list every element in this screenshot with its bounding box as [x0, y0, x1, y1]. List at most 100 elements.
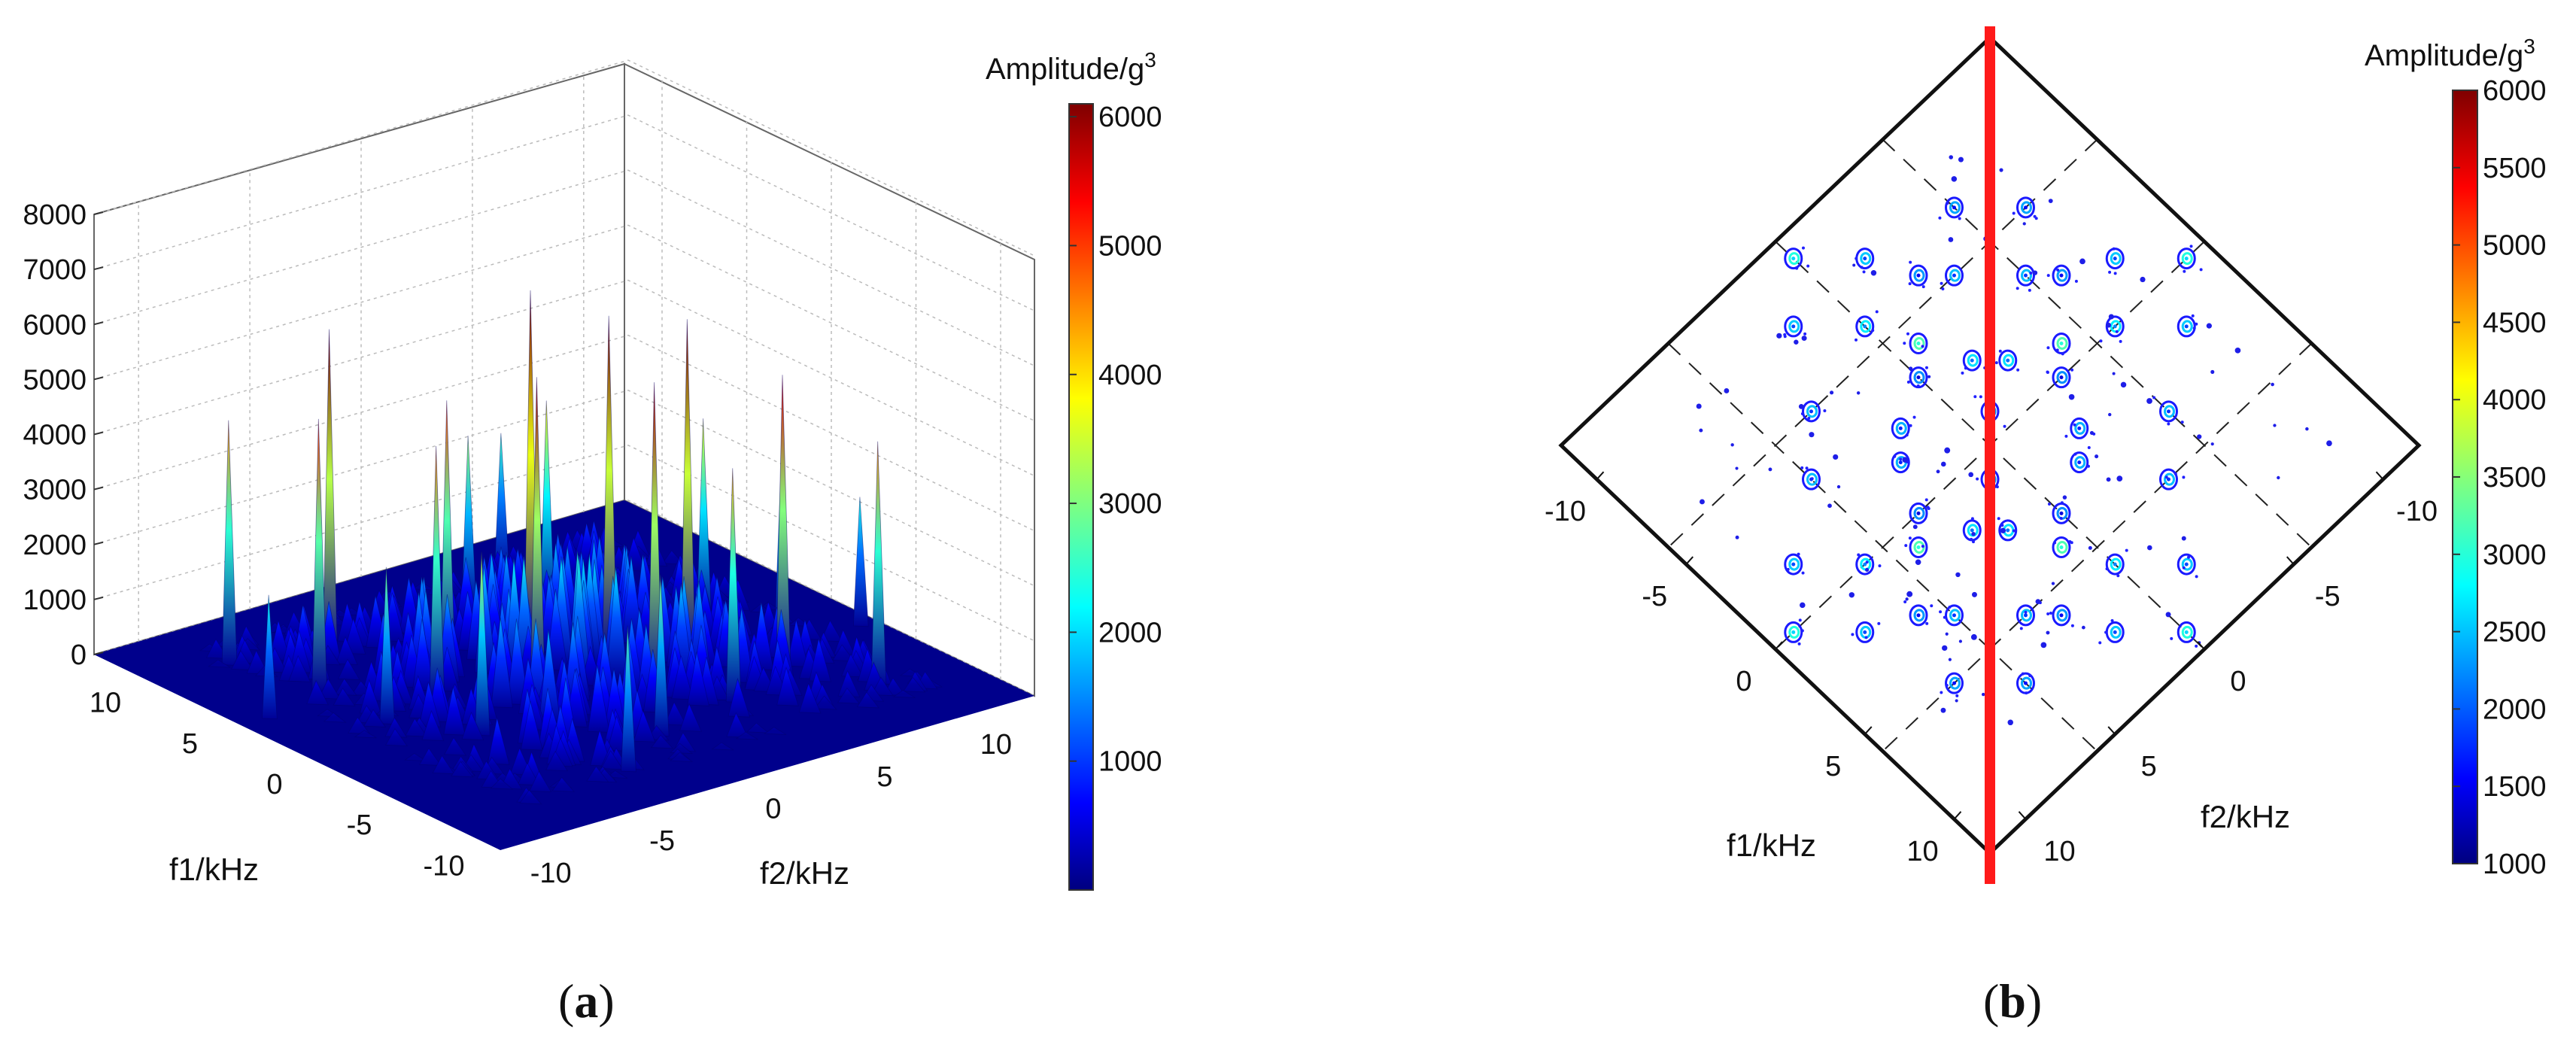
contour-blob — [1997, 517, 2018, 542]
noise-spike — [384, 727, 409, 747]
noise-spike — [451, 761, 474, 778]
contour-speck — [2081, 625, 2085, 630]
z-tick-mark — [93, 211, 104, 215]
contour-blob — [2046, 264, 2078, 287]
f1-tick-label-b: 10 — [1906, 836, 1938, 867]
noise-spike — [837, 688, 861, 704]
noise-spike — [443, 737, 467, 756]
f2-tick-mark-b — [2197, 641, 2205, 650]
noise-spike — [588, 665, 610, 733]
z-tick-label: 2000 — [23, 530, 87, 561]
contour-speck — [1735, 535, 1739, 539]
contour-blob — [1784, 246, 1810, 270]
noise-spike — [809, 638, 832, 682]
f1-tick-label-b: -10 — [1545, 496, 1586, 527]
contour-blob — [2098, 619, 2125, 645]
contour-speck — [1971, 532, 1976, 536]
contour-speck — [1970, 633, 1977, 640]
contour-speck — [2116, 475, 2123, 481]
contour-speck — [2305, 427, 2309, 431]
contour-blob — [2152, 396, 2184, 426]
noise-spike — [814, 695, 837, 710]
contour-blob — [1891, 415, 1916, 439]
z-tick-label: 5000 — [23, 364, 87, 396]
colorbar-b: Amplitude/g3 1000 1500 2000 2500 3000 3500 400… — [2365, 35, 2547, 880]
contour-blob — [2177, 553, 2198, 579]
caption-b-letter: b — [1999, 974, 2026, 1028]
contour-speck — [2007, 719, 2013, 726]
noise-spike — [521, 700, 543, 751]
z-gridline — [93, 59, 1035, 257]
contour-blob — [1784, 552, 1805, 576]
noise-spike — [288, 655, 311, 682]
colorbar-a-tick-label: 4000 — [1098, 360, 1162, 391]
noise-spike — [519, 789, 542, 805]
peak-spike — [852, 497, 869, 627]
noise-spike — [461, 712, 485, 741]
f2-tick-mark-b — [2375, 471, 2384, 480]
z-tick-mark — [93, 596, 104, 600]
f2-axis-label: f2/kHz — [760, 855, 849, 891]
contour-blob — [2064, 417, 2096, 439]
contour-speck — [1776, 333, 1782, 339]
surface-peaks — [199, 290, 943, 805]
z-gridline — [93, 169, 1035, 366]
contour-speck — [1999, 168, 2003, 172]
peak-spike — [221, 420, 238, 666]
noise-spike — [506, 618, 530, 706]
contour-speck — [2040, 642, 2047, 648]
contour-speck — [1724, 388, 1730, 393]
f1-tick-mark-b — [1685, 556, 1694, 565]
noise-spike — [337, 658, 360, 681]
noise-spike — [405, 718, 428, 737]
contour-speck — [2112, 372, 2116, 375]
noise-spike — [306, 679, 330, 706]
f2-tick-label-b: -5 — [2315, 581, 2341, 612]
colorbar-a-tick-label: 6000 — [1098, 102, 1162, 133]
f1-tick-mark-b — [1775, 641, 1783, 650]
contour-speck — [1735, 466, 1739, 470]
contour-blob — [1962, 517, 1982, 544]
noise-spike — [231, 650, 254, 671]
contour-blob — [1939, 604, 1964, 627]
noise-spike — [363, 709, 387, 727]
contour-speck — [2210, 442, 2214, 446]
contour-speck — [2048, 199, 2053, 203]
contour-speck — [2273, 424, 2277, 427]
noise-spike — [600, 749, 624, 770]
contour-blobs — [1696, 155, 2332, 726]
colorbar-a: Amplitude/g3 1000 2000 3000 4000 5000 6000 — [986, 48, 1162, 891]
contour-speck — [1696, 403, 1702, 409]
z-tick-label: 7000 — [23, 254, 87, 286]
noise-spike — [421, 709, 445, 742]
noise-spike — [764, 727, 787, 735]
colorbar-a-title-base: Amplitude/g — [986, 53, 1144, 86]
contour-blob — [2016, 672, 2035, 695]
colorbar-a-tick-label: 1000 — [1098, 746, 1162, 778]
f2-tick-label: -5 — [649, 825, 675, 857]
f2-tick-label: 0 — [765, 794, 781, 825]
contour-speck — [1942, 645, 1948, 652]
z-tick-label: 6000 — [23, 309, 87, 341]
contour-speck — [2106, 477, 2111, 482]
contour-speck — [1699, 428, 1703, 433]
contour-speck — [1948, 658, 1952, 661]
f2-axis-label-b: f2/kHz — [2201, 799, 2290, 834]
contour-speck — [2165, 612, 2171, 618]
noise-spike — [517, 762, 540, 786]
contour-blob — [1855, 310, 1879, 342]
contour-speck — [1902, 457, 1908, 463]
caption-b-open: ( — [1983, 974, 1999, 1028]
caption-a: (a) — [558, 974, 615, 1028]
noise-spike — [664, 701, 688, 726]
contour-blob — [1855, 248, 1875, 274]
surface-plot-panel: 0 1000 2000 3000 4000 5000 6000 7000 8000 10 5 0 -5… — [23, 48, 1162, 1028]
f2-tick-mark-b — [2286, 556, 2295, 565]
contour-blob — [1940, 672, 1964, 697]
contour-speck — [2108, 412, 2112, 417]
contour-speck — [1951, 176, 1958, 182]
contour-speck — [1827, 503, 1832, 509]
colorbar-b-ticks: 1000 1500 2000 2500 3000 3500 4000 4500 5000 5500… — [2453, 75, 2547, 880]
contour-speck — [2062, 495, 2067, 500]
